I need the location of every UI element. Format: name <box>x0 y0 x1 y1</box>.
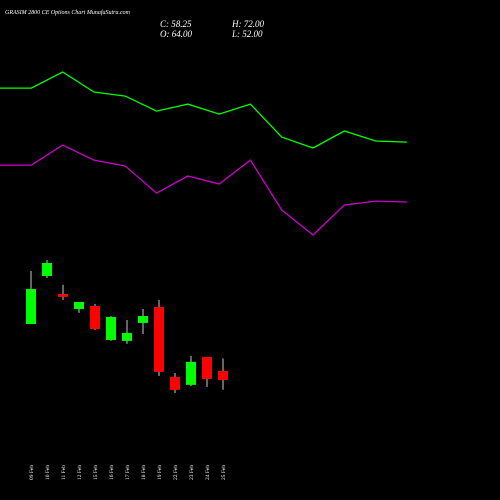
indicator-line <box>0 71 407 149</box>
candle-body <box>186 361 196 385</box>
x-tick-label: 24 Feb <box>205 465 211 480</box>
indicator-line <box>0 144 407 236</box>
x-tick-label: 09 Feb <box>29 465 35 480</box>
x-tick-label: 11 Feb <box>61 465 67 480</box>
x-tick-label: 25 Feb <box>221 465 227 480</box>
candle-body <box>58 293 68 297</box>
candle-body <box>154 306 164 372</box>
high-label: H: 72.00 <box>231 19 264 29</box>
candle-body <box>90 306 100 330</box>
open-label: O: 64.00 <box>160 29 192 39</box>
candle-body <box>218 370 228 380</box>
chart-title: GRASIM 2800 CE Options Chart MunafaSutra… <box>5 9 131 16</box>
candle-body <box>122 332 132 341</box>
x-tick-label: 19 Feb <box>157 465 163 480</box>
candle-body <box>202 357 212 379</box>
candle-body <box>42 263 52 276</box>
x-tick-label: 12 Feb <box>77 465 83 480</box>
x-tick-label: 15 Feb <box>93 465 99 480</box>
low-label: L: 52.00 <box>231 29 263 39</box>
x-tick-label: 16 Feb <box>109 465 115 480</box>
x-tick-label: 10 Feb <box>45 465 51 480</box>
candle-body <box>106 316 116 340</box>
candle-body <box>26 288 36 325</box>
candle-body <box>170 376 180 390</box>
candle-body <box>74 301 84 309</box>
close-label: C: 58.25 <box>160 19 192 29</box>
x-tick-label: 18 Feb <box>141 465 147 480</box>
x-tick-label: 17 Feb <box>125 465 131 480</box>
candle-body <box>138 316 148 323</box>
x-tick-label: 23 Feb <box>189 465 195 480</box>
x-tick-label: 22 Feb <box>173 465 179 480</box>
